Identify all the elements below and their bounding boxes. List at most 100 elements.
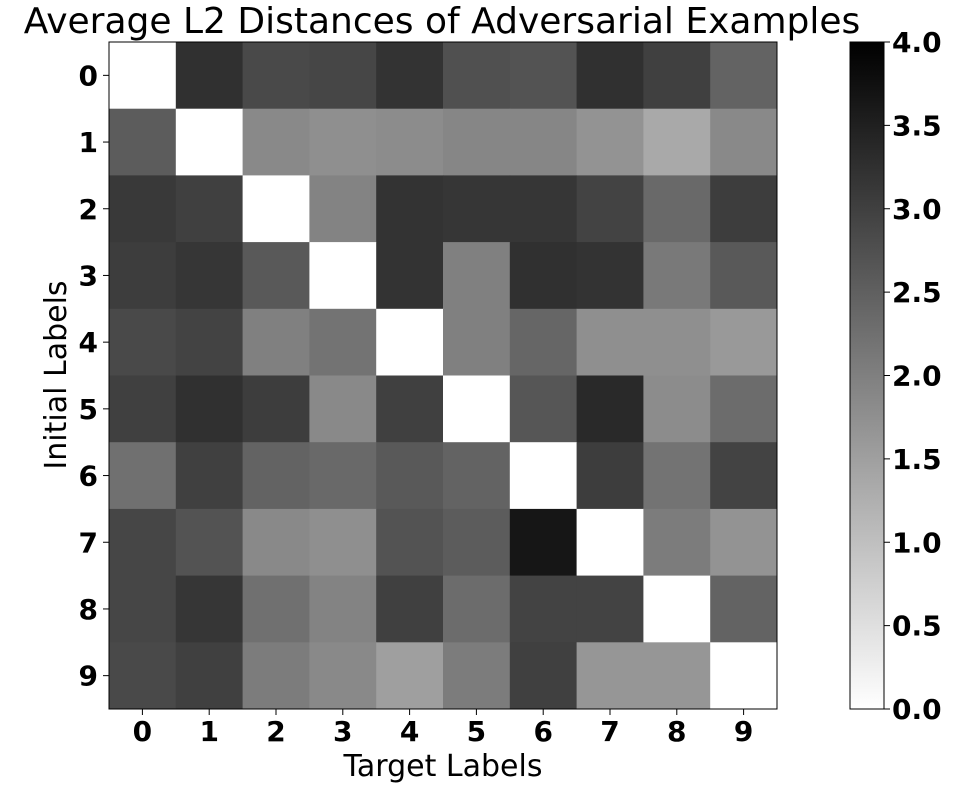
heatmap-cell-1-2 bbox=[242, 108, 310, 176]
x-tick-label-9: 9 bbox=[734, 715, 753, 748]
heatmap-cell-3-5 bbox=[443, 242, 511, 310]
x-axis-ticks: 0 1 2 3 4 5 6 7 8 9 bbox=[133, 709, 753, 748]
heatmap-cell-5-9 bbox=[710, 375, 778, 443]
heatmap-cell-1-6 bbox=[509, 108, 578, 176]
heatmap-cell-0-1 bbox=[175, 42, 244, 110]
heatmap-cell-3-3 bbox=[309, 242, 377, 310]
heatmap-cell-8-8 bbox=[643, 575, 711, 643]
heatmap-cell-7-0 bbox=[109, 508, 177, 577]
heatmap-cell-4-7 bbox=[576, 308, 644, 376]
y-axis-label: Initial Labels bbox=[39, 280, 74, 469]
heatmap-cell-7-3 bbox=[309, 508, 377, 577]
heatmap-cell-2-9 bbox=[710, 175, 778, 243]
heatmap-cell-7-9 bbox=[710, 508, 778, 577]
x-tick-label-3: 3 bbox=[333, 715, 352, 748]
heatmap-cell-2-1 bbox=[175, 175, 244, 243]
heatmap-cell-9-8 bbox=[643, 642, 711, 710]
heatmap-cell-2-2 bbox=[242, 175, 310, 243]
heatmap-cell-4-1 bbox=[175, 308, 244, 376]
heatmap-cell-4-0 bbox=[109, 308, 177, 376]
heatmap-cell-9-4 bbox=[376, 642, 444, 710]
colorbar-tick-label-4.0: 4.0 bbox=[892, 26, 942, 59]
heatmap-cell-5-6 bbox=[509, 375, 578, 443]
heatmap-cell-2-3 bbox=[309, 175, 377, 243]
y-axis-ticks: 0 1 2 3 4 5 6 7 8 9 bbox=[79, 59, 109, 693]
heatmap-cell-9-2 bbox=[242, 642, 310, 710]
y-tick-label-0: 0 bbox=[79, 59, 98, 92]
heatmap-cell-3-8 bbox=[643, 242, 711, 310]
heatmap-cell-2-4 bbox=[376, 175, 444, 243]
heatmap-cell-5-2 bbox=[242, 375, 310, 443]
heatmap-cell-0-3 bbox=[309, 42, 377, 110]
heatmap-cell-4-3 bbox=[309, 308, 377, 376]
heatmap-cell-0-8 bbox=[643, 42, 711, 110]
heatmap-cell-4-5 bbox=[443, 308, 511, 376]
heatmap-cell-6-6 bbox=[509, 442, 578, 510]
heatmap-cell-7-4 bbox=[376, 508, 444, 577]
heatmap-cell-9-6 bbox=[509, 642, 578, 710]
heatmap-cell-5-0 bbox=[109, 375, 177, 443]
y-tick-label-4: 4 bbox=[79, 326, 98, 359]
heatmap-cell-4-6 bbox=[509, 308, 578, 376]
x-tick-label-2: 2 bbox=[266, 715, 285, 748]
heatmap-cell-8-1 bbox=[175, 575, 244, 643]
colorbar-tick-label-3.0: 3.0 bbox=[892, 193, 942, 226]
heatmap-cell-9-0 bbox=[109, 642, 177, 710]
heatmap-cell-8-5 bbox=[443, 575, 511, 643]
heatmap-cell-6-3 bbox=[309, 442, 377, 510]
heatmap-cell-1-9 bbox=[710, 108, 778, 176]
heatmap-cell-0-9 bbox=[710, 42, 778, 110]
heatmap-cell-7-7 bbox=[576, 508, 644, 577]
heatmap-cell-5-7 bbox=[576, 375, 644, 443]
heatmap-cell-9-1 bbox=[175, 642, 244, 710]
colorbar-ticks: 0.0 0.5 1.0 1.5 2.0 2.5 3.0 3.5 4.0 bbox=[884, 26, 942, 726]
heatmap-cell-7-2 bbox=[242, 508, 310, 577]
heatmap-cell-3-1 bbox=[175, 242, 244, 310]
colorbar-tick-label-0.5: 0.5 bbox=[892, 610, 942, 643]
y-tick-label-5: 5 bbox=[79, 393, 98, 426]
heatmap-cell-8-7 bbox=[576, 575, 644, 643]
x-tick-label-4: 4 bbox=[400, 715, 419, 748]
heatmap-cell-6-8 bbox=[643, 442, 711, 510]
x-tick-label-8: 8 bbox=[667, 715, 686, 748]
heatmap-cell-3-0 bbox=[109, 242, 177, 310]
heatmap-cell-4-4 bbox=[376, 308, 444, 376]
heatmap-cell-5-4 bbox=[376, 375, 444, 443]
heatmap-cell-0-2 bbox=[242, 42, 310, 110]
plot-frame bbox=[108, 41, 778, 710]
heatmap-cell-0-7 bbox=[576, 42, 644, 110]
y-tick-label-3: 3 bbox=[79, 259, 98, 292]
heatmap-cell-9-5 bbox=[443, 642, 511, 710]
heatmap-cell-3-9 bbox=[710, 242, 778, 310]
y-tick-label-8: 8 bbox=[79, 593, 98, 626]
x-tick-label-5: 5 bbox=[467, 715, 486, 748]
heatmap-cell-2-5 bbox=[443, 175, 511, 243]
heatmap-cell-1-1 bbox=[175, 108, 244, 176]
heatmap-cell-5-1 bbox=[175, 375, 244, 443]
heatmap-cell-5-5 bbox=[443, 375, 511, 443]
heatmap-cell-1-7 bbox=[576, 108, 644, 176]
heatmap-cell-7-1 bbox=[175, 508, 244, 577]
x-tick-label-1: 1 bbox=[199, 715, 218, 748]
x-tick-label-7: 7 bbox=[600, 715, 619, 748]
x-tick-label-0: 0 bbox=[133, 715, 152, 748]
colorbar bbox=[849, 41, 885, 710]
heatmap-cell-0-4 bbox=[376, 42, 444, 110]
y-tick-label-1: 1 bbox=[79, 126, 98, 159]
y-tick-label-7: 7 bbox=[79, 526, 98, 559]
colorbar-tick-label-1.0: 1.0 bbox=[892, 526, 942, 559]
heatmap-cell-8-0 bbox=[109, 575, 177, 643]
heatmap-cell-1-5 bbox=[443, 108, 511, 176]
heatmap-cell-3-2 bbox=[242, 242, 310, 310]
heatmap-cell-6-4 bbox=[376, 442, 444, 510]
heatmap-cell-5-8 bbox=[643, 375, 711, 443]
heatmap-cell-2-8 bbox=[643, 175, 711, 243]
heatmap-cell-8-3 bbox=[309, 575, 377, 643]
heatmap-cell-7-5 bbox=[443, 508, 511, 577]
heatmap-cell-6-5 bbox=[443, 442, 511, 510]
x-tick-label-6: 6 bbox=[533, 715, 552, 748]
heatmap-cell-4-2 bbox=[242, 308, 310, 376]
heatmap-cell-0-6 bbox=[509, 42, 578, 110]
heatmap-cell-2-6 bbox=[509, 175, 578, 243]
heatmap-cell-7-8 bbox=[643, 508, 711, 577]
